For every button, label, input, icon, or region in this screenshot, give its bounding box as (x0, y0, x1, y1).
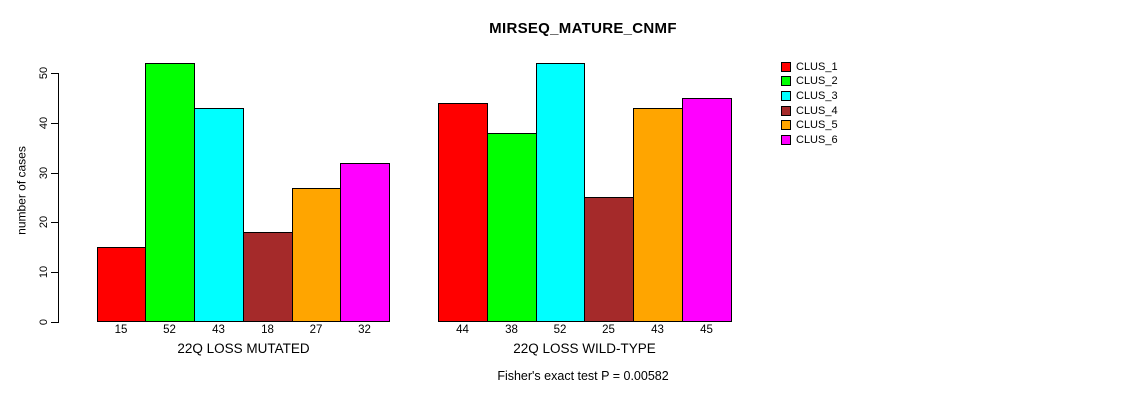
bar-value-label: 44 (456, 324, 469, 336)
bar-value-label: 52 (553, 324, 567, 336)
y-axis-line (58, 73, 59, 323)
legend-swatch-clus_3 (781, 90, 791, 101)
bar-clus_3 (536, 63, 585, 322)
bar-value-label: 43 (212, 324, 225, 336)
bar-clus_5 (633, 108, 683, 322)
legend-swatch-clus_4 (781, 105, 791, 116)
bar-value-label: 45 (700, 324, 713, 336)
bar-clus_3 (194, 108, 244, 322)
bar-value-label: 25 (602, 324, 615, 336)
legend-label: CLUS_6 (796, 133, 838, 146)
y-axis-tick (51, 272, 58, 273)
bar-clus_6 (340, 163, 390, 322)
y-axis-label: number of cases (14, 146, 29, 235)
bar-value-label: 18 (261, 324, 274, 336)
chart-title: MIRSEQ_MATURE_CNMF (489, 20, 677, 37)
legend-swatch-clus_6 (781, 134, 791, 145)
legend-label: CLUS_4 (796, 104, 838, 117)
legend-swatch-clus_5 (781, 120, 791, 131)
y-axis-tick (51, 73, 58, 74)
y-axis-tick (51, 123, 58, 124)
bar-value-label: 27 (309, 324, 323, 336)
y-axis-tick-label: 0 (38, 318, 50, 326)
bar-clus_1 (97, 247, 146, 322)
legend-label: CLUS_3 (796, 89, 838, 102)
bar-clus_4 (243, 232, 293, 322)
legend-label: CLUS_2 (796, 75, 838, 88)
legend-swatch-clus_1 (781, 61, 791, 72)
bar-value-label: 38 (505, 324, 518, 336)
legend-label: CLUS_5 (796, 119, 838, 132)
bar-value-label: 52 (163, 324, 176, 336)
bar-clus_5 (292, 188, 341, 322)
bar-clus_6 (682, 98, 732, 322)
bar-clus_2 (145, 63, 195, 322)
legend-swatch-clus_2 (781, 76, 791, 87)
y-axis-tick (51, 322, 58, 323)
y-axis-tick-label: 30 (38, 166, 50, 180)
bar-clus_2 (487, 133, 537, 322)
y-axis-tick-label: 40 (38, 116, 50, 130)
footnote: Fisher's exact test P = 0.00582 (497, 369, 669, 383)
y-axis-tick-label: 20 (38, 215, 50, 229)
group-label-wild-type: 22Q LOSS WILD-TYPE (513, 341, 656, 356)
group-label-mutated: 22Q LOSS MUTATED (177, 341, 310, 356)
y-axis-tick-label: 50 (38, 66, 50, 80)
y-axis-tick (51, 222, 58, 223)
y-axis-tick-label: 10 (38, 265, 50, 279)
bar-value-label: 43 (651, 324, 664, 336)
legend-label: CLUS_1 (796, 60, 838, 73)
bar-clus_1 (438, 103, 488, 322)
y-axis-tick (51, 173, 58, 174)
bar-clus_4 (584, 197, 634, 322)
bar-value-label: 15 (114, 324, 128, 336)
bar-value-label: 32 (358, 324, 371, 336)
